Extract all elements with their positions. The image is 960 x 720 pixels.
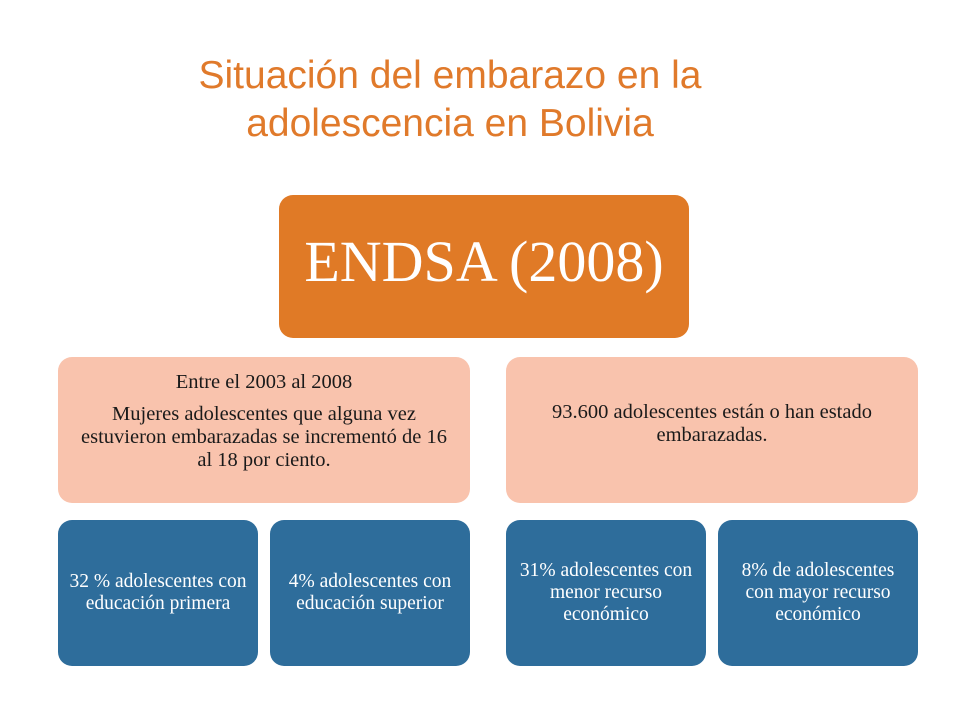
- leaf-node-text: 31% adolescentes con menor recurso econó…: [519, 560, 693, 625]
- root-node-label: ENDSA (2008): [304, 229, 664, 294]
- right-branch-text: 93.600 adolescentes están o han estado e…: [552, 401, 872, 446]
- left-branch-heading: Entre el 2003 al 2008: [175, 371, 353, 393]
- leaf-node-higher-income: 8% de adolescentes con mayor recurso eco…: [718, 520, 918, 666]
- leaf-node-text: 4% adolescentes con educación superior: [288, 571, 452, 614]
- slide-title: Situación del embarazo en la adolescenci…: [150, 52, 750, 148]
- leaf-node-lower-income: 31% adolescentes con menor recurso econó…: [506, 520, 706, 666]
- left-branch-text: Mujeres adolescentes que alguna vez estu…: [81, 403, 447, 471]
- left-branch-node: Entre el 2003 al 2008 Mujeres adolescent…: [58, 357, 470, 503]
- slide-title-line-1: Situación del embarazo en la: [198, 54, 702, 97]
- root-node-endsa: ENDSA (2008): [279, 195, 689, 338]
- leaf-node-text: 8% de adolescentes con mayor recurso eco…: [741, 560, 895, 625]
- slide-title-line-2: adolescencia en Bolivia: [246, 102, 654, 145]
- right-branch-node: 93.600 adolescentes están o han estado e…: [506, 357, 918, 503]
- leaf-node-text: 32 % adolescentes con educación primera: [69, 571, 247, 614]
- leaf-node-higher-education: 4% adolescentes con educación superior: [270, 520, 470, 666]
- leaf-node-primary-education: 32 % adolescentes con educación primera: [58, 520, 258, 666]
